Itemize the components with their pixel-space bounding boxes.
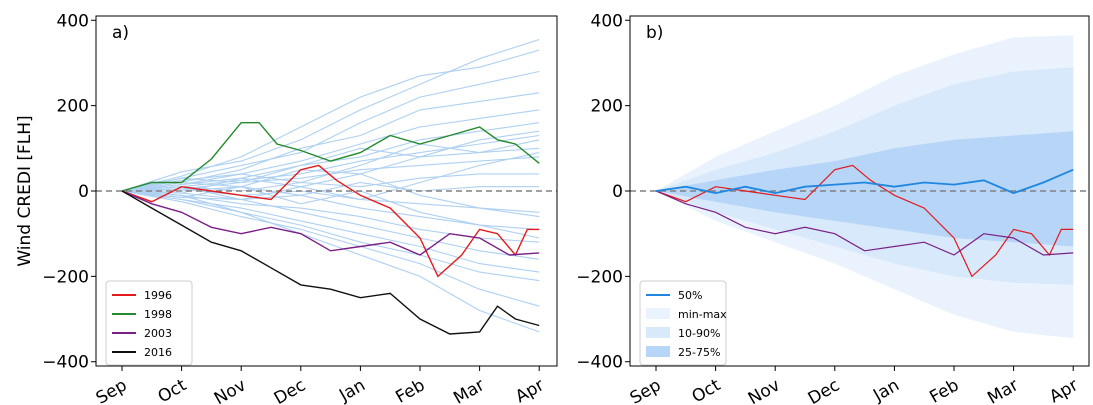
y-tick-label: 200 (57, 97, 89, 117)
x-tick-label: Mar (984, 375, 1022, 405)
y-tick-label: 0 (612, 182, 623, 202)
x-tick-label: Mar (450, 375, 488, 405)
panel-label: b) (646, 23, 663, 43)
y-tick-label: 200 (591, 97, 623, 117)
legend-swatch-10-90% (646, 327, 670, 338)
ensemble-line-1 (121, 49, 540, 192)
chart-panel-a: −400 −200 0 200 400 Sep Oct Nov Dec Jan Feb Mar Apr a… (15, 11, 558, 405)
ensemble-line-2 (121, 70, 540, 192)
ensemble-line-9 (121, 173, 540, 192)
y-axis-label: Wind CREDI [FLH] (15, 115, 35, 266)
ensemble-line-20 (121, 139, 540, 192)
series-line-2003 (121, 190, 540, 256)
ensemble-line-18 (121, 190, 540, 333)
ensemble-line-17 (121, 190, 540, 307)
legend-label: 2016 (144, 346, 172, 359)
legend: 1996 1998 2003 2016 (105, 280, 193, 366)
ensemble-line-3 (121, 92, 540, 192)
series-line-1996 (655, 164, 1074, 278)
y-tick-label: −200 (576, 267, 623, 287)
legend-label: 1996 (144, 289, 172, 302)
legend-swatch-min-max (646, 308, 670, 319)
y-tick-label: −400 (576, 353, 623, 373)
series-line-2016 (121, 190, 540, 335)
y-tick-label: 400 (591, 11, 623, 31)
y-tick-label: −200 (42, 267, 89, 287)
ensemble-line-0 (121, 38, 540, 192)
legend-label: min-max (678, 308, 727, 321)
x-tick-label: Oct (689, 375, 725, 405)
x-tick-label: Dec (805, 375, 843, 405)
legend-box (639, 280, 727, 366)
ensemble-line-23 (121, 186, 540, 239)
plot-area (630, 35, 1089, 339)
panel-label: a) (112, 23, 129, 43)
legend-label: 25-75% (678, 346, 720, 359)
legend-label: 2003 (144, 327, 172, 340)
x-tick-label: Jan (869, 375, 903, 405)
ensemble-line-19 (121, 130, 540, 192)
x-tick-label: Sep (93, 375, 131, 405)
ensemble-line-11 (121, 188, 540, 213)
ensemble-line-15 (121, 190, 540, 273)
series-line-2003 (655, 190, 1074, 256)
legend: 50% min-max 10-90% 25-75% (639, 280, 727, 366)
series-line-1996 (121, 164, 540, 278)
legend-swatch-25-75% (646, 346, 670, 357)
median-line (655, 168, 1074, 195)
legend-label: 50% (678, 289, 702, 302)
band-25-75% (656, 131, 1074, 247)
y-tick-label: 400 (57, 11, 89, 31)
x-tick-label: Nov (745, 375, 784, 405)
ensemble-line-6 (121, 134, 540, 192)
x-tick-label: Apr (512, 375, 547, 405)
plot-area (96, 38, 557, 335)
legend-label: 10-90% (678, 327, 720, 340)
legend-label: 1998 (144, 308, 172, 321)
x-tick-label: Feb (392, 375, 428, 405)
x-tick-label: Jan (335, 375, 369, 405)
legend-box (105, 280, 193, 366)
y-tick-label: 0 (78, 182, 89, 202)
x-tick-label: Feb (926, 375, 962, 405)
x-tick-label: Apr (1046, 375, 1081, 405)
x-tick-label: Oct (155, 375, 191, 405)
chart-panel-b: −400 −200 0 200 400 Sep Oct Nov Dec Jan Feb Mar Apr b… (576, 11, 1090, 405)
ensemble-line-16 (121, 190, 540, 282)
x-tick-label: Nov (211, 375, 250, 405)
ensemble-line-12 (121, 190, 540, 230)
x-tick-label: Dec (271, 375, 309, 405)
x-tick-label: Sep (627, 375, 665, 405)
series-line-1998 (121, 122, 540, 192)
y-tick-label: −400 (42, 353, 89, 373)
